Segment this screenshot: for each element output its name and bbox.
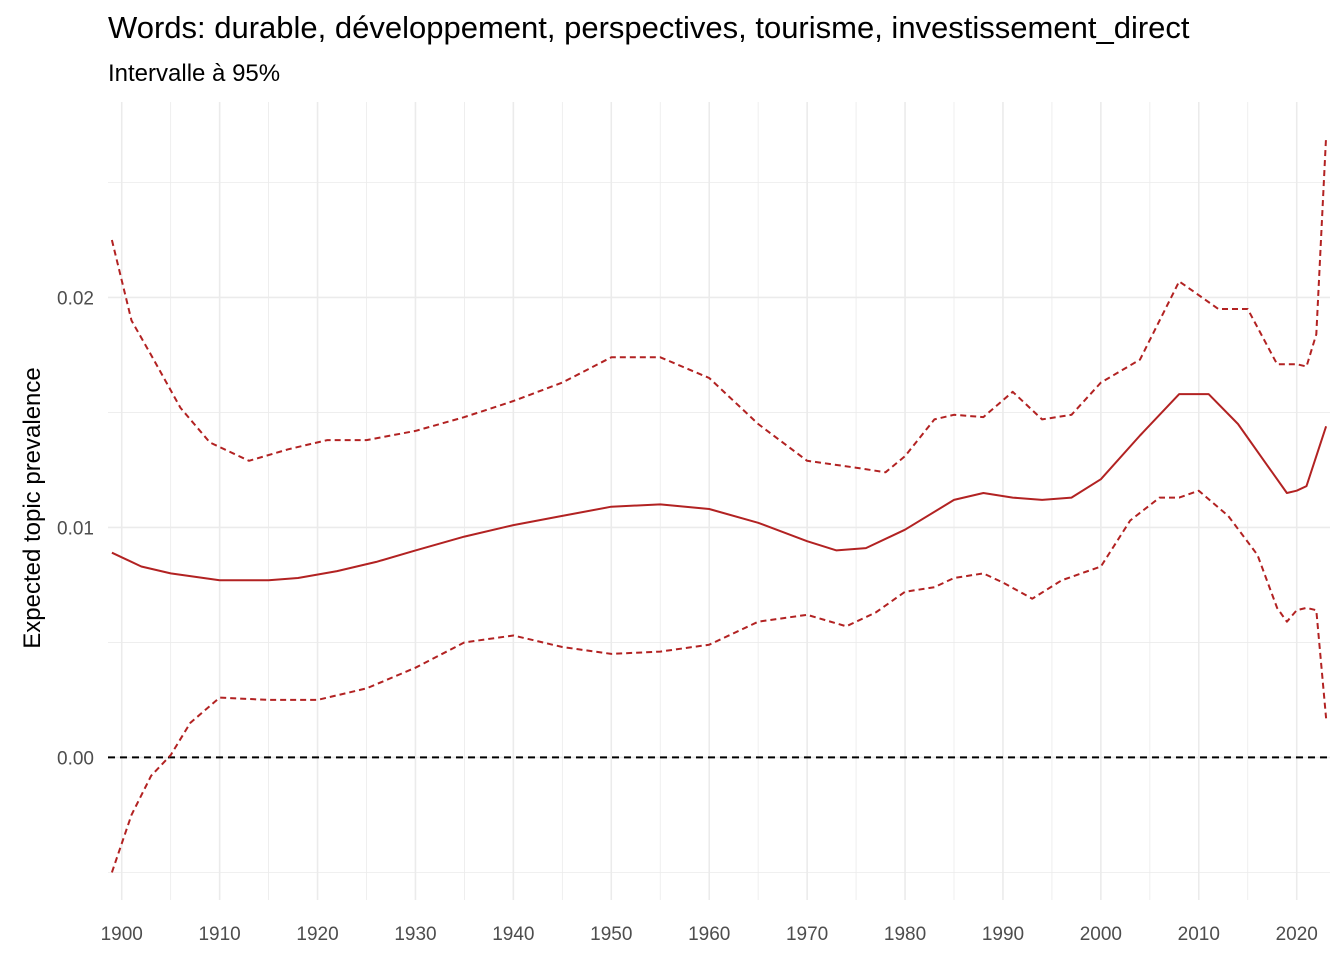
x-tick-label: 1960 [688, 924, 730, 945]
y-tick-label: 0.02 [57, 288, 94, 309]
x-tick-label: 1900 [101, 924, 143, 945]
grid-layer [108, 102, 1330, 900]
series-line-lower [110, 489, 1328, 873]
x-tick-label: 1970 [786, 924, 828, 945]
chart-subtitle: Intervalle à 95% [108, 60, 281, 87]
y-tick-label: 0.00 [57, 748, 94, 769]
x-tick-label: 1910 [198, 924, 240, 945]
x-tick-label: 1930 [394, 924, 436, 945]
tick-layer: 1900 1910 1920 1930 1940 1950 1960 1970 1980 1990… [57, 288, 1318, 945]
x-tick-label: 2000 [1080, 924, 1122, 945]
x-tick-label: 1990 [982, 924, 1024, 945]
y-axis-title: Expected topic prevalence [19, 367, 46, 649]
x-tick-label: 2020 [1276, 924, 1318, 945]
y-tick-label: 0.01 [57, 518, 94, 539]
chart-title: Words: durable, développement, perspecti… [108, 10, 1190, 45]
series-line-upper [110, 136, 1328, 474]
series-line-estimate [111, 393, 1328, 582]
x-tick-label: 1940 [492, 924, 534, 945]
x-tick-label: 1920 [296, 924, 338, 945]
x-tick-label: 2010 [1178, 924, 1220, 945]
x-tick-label: 1950 [590, 924, 632, 945]
x-tick-label: 1980 [884, 924, 926, 945]
series-layer [110, 136, 1328, 873]
